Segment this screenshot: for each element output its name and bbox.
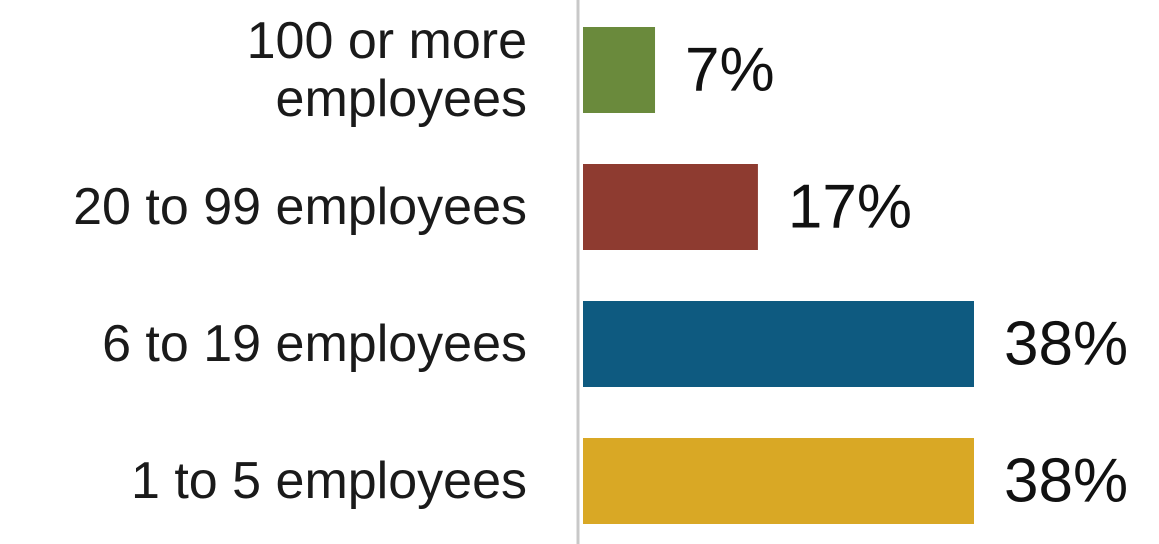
category-label-0-line-1: employees xyxy=(276,70,527,128)
bar-1 xyxy=(583,164,758,250)
bar-2 xyxy=(583,301,974,387)
value-label-1: 17% xyxy=(788,173,912,242)
bar-0 xyxy=(583,27,656,113)
category-label-0-line-0: 100 or more xyxy=(247,12,527,70)
bar-3 xyxy=(583,438,974,524)
bars-group xyxy=(583,27,974,524)
category-label-3: 1 to 5 employees xyxy=(131,452,527,510)
category-label-2: 6 to 19 employees xyxy=(102,315,527,373)
value-labels-group: 7%17% 38% 38% xyxy=(685,36,1128,516)
value-label-2: 38% xyxy=(1004,310,1128,379)
value-label-0: 7% xyxy=(685,36,775,105)
value-label-3: 38% xyxy=(1004,447,1128,516)
category-label-1: 20 to 99 employees xyxy=(73,178,527,236)
